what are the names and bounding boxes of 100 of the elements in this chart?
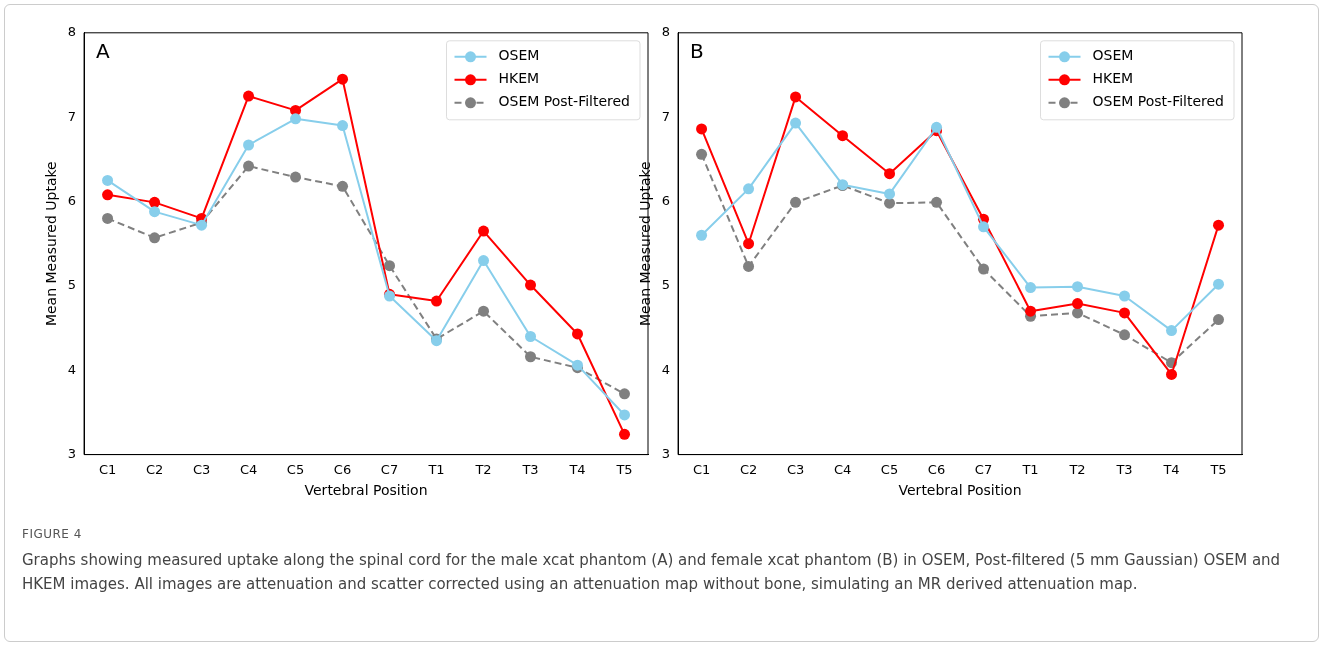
point [102, 212, 114, 224]
x-tick-label: C1 [98, 461, 117, 477]
x-tick-label: T5 [1209, 461, 1227, 477]
point [1213, 219, 1224, 231]
x-tick-label: C5 [286, 461, 305, 477]
point [243, 160, 255, 172]
point [478, 305, 490, 317]
point [243, 90, 255, 102]
point [978, 263, 990, 275]
point [290, 113, 302, 125]
x-tick-label: C7 [974, 461, 993, 477]
point [696, 229, 708, 241]
y-tick-label: 5 [661, 277, 671, 293]
y-tick-label: 4 [67, 361, 77, 377]
legend-label: OSEM [498, 47, 540, 64]
x-tick-label: T5 [615, 461, 633, 477]
point [696, 123, 708, 135]
point [884, 168, 896, 180]
legend-label: OSEM Post-Filtered [498, 93, 631, 110]
y-tick-label: 7 [661, 108, 671, 124]
point [978, 221, 990, 233]
point [431, 295, 443, 307]
y-axis-title: Mean Measured Uptake [43, 161, 60, 327]
legend-label: OSEM Post-Filtered [1092, 93, 1225, 110]
y-tick-label: 6 [661, 192, 671, 208]
point [884, 197, 896, 209]
point [1072, 298, 1084, 310]
annotation: A [96, 39, 111, 63]
point [1119, 290, 1131, 302]
point [525, 279, 537, 291]
x-tick-label: T1 [1021, 461, 1039, 477]
point [790, 117, 802, 129]
point [619, 428, 630, 440]
point [478, 225, 490, 237]
point [337, 180, 349, 192]
point [525, 351, 537, 363]
point [884, 188, 896, 200]
point [337, 120, 349, 132]
point [102, 189, 114, 201]
point [931, 196, 943, 208]
point [743, 260, 755, 272]
x-axis-title: Vertebral Position [898, 482, 1022, 499]
point [525, 331, 537, 342]
y-tick-label: 5 [67, 277, 77, 293]
point [790, 91, 802, 103]
point [743, 238, 755, 250]
point [1166, 325, 1178, 337]
x-tick-label: C4 [239, 461, 258, 477]
point [149, 232, 161, 244]
point [1025, 282, 1037, 294]
y-tick-label: 8 [67, 24, 77, 40]
y-tick-label: 3 [67, 445, 77, 461]
point [572, 328, 584, 340]
x-tick-label: C6 [927, 461, 946, 477]
y-tick-label: 4 [661, 361, 671, 377]
point [290, 171, 302, 183]
point [102, 174, 114, 186]
x-tick-label: T2 [1068, 461, 1086, 477]
annotation: B [690, 39, 704, 63]
x-tick-label: T2 [474, 461, 492, 477]
legend-label: HKEM [1092, 70, 1134, 87]
y-axis-title: Mean Measured Uptake [637, 161, 654, 327]
x-tick-label: C7 [380, 461, 399, 477]
point [337, 73, 349, 85]
x-tick-label: C1 [692, 461, 711, 477]
point [790, 196, 802, 208]
legend-label: HKEM [498, 70, 540, 87]
x-tick-label: T4 [1162, 461, 1180, 477]
point [478, 255, 490, 267]
x-tick-label: C3 [192, 461, 211, 477]
point [1119, 307, 1131, 319]
x-tick-label: C3 [786, 461, 805, 477]
x-tick-label: T3 [1115, 461, 1133, 477]
point [1213, 314, 1224, 326]
point [1072, 281, 1084, 293]
x-tick-label: C5 [880, 461, 899, 477]
point [384, 260, 396, 272]
x-tick-label: T4 [568, 461, 586, 477]
x-tick-label: T3 [521, 461, 539, 477]
x-tick-label: T1 [427, 461, 445, 477]
x-axis-title: Vertebral Position [304, 482, 428, 499]
point [1166, 368, 1178, 380]
point [1119, 329, 1131, 341]
point [243, 139, 255, 151]
point [1213, 278, 1224, 290]
y-tick-label: 6 [67, 192, 77, 208]
y-tick-label: 8 [661, 24, 671, 40]
legend-label: OSEM [1092, 47, 1134, 64]
y-tick-label: 7 [67, 108, 77, 124]
x-tick-label: C6 [333, 461, 352, 477]
x-tick-label: C2 [145, 461, 164, 477]
text: Graphs showing measured uptake along the spinal cord for the male xcat phantom (A) and female xcat phantom (B) in OSEM, Post-filtered (5 mm Gaussian) OSEM and HKEM images. All images are attenuation and scatter corrected using an attenuation map without bone, simulating an MR derived attenuation map. [22, 550, 1282, 595]
point [743, 183, 755, 195]
point [619, 409, 630, 421]
y-tick-label: 3 [661, 445, 671, 461]
text: FIGURE 4 [22, 526, 83, 543]
point [149, 196, 161, 208]
point [149, 206, 161, 218]
point [931, 121, 943, 133]
point [1025, 305, 1037, 317]
